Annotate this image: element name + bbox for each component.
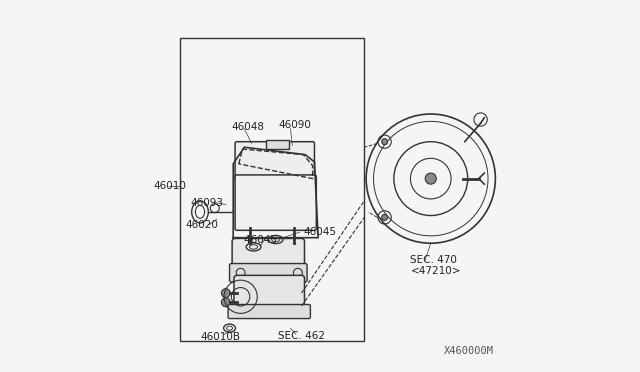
Circle shape xyxy=(381,139,388,145)
FancyBboxPatch shape xyxy=(232,238,305,274)
Bar xyxy=(266,140,289,149)
Text: <47210>: <47210> xyxy=(410,266,461,276)
Text: 46090: 46090 xyxy=(278,120,312,130)
Text: X460000M: X460000M xyxy=(444,346,493,356)
Circle shape xyxy=(221,298,230,307)
Text: 46093: 46093 xyxy=(190,198,223,208)
Text: 46045: 46045 xyxy=(244,234,280,244)
Text: 46045: 46045 xyxy=(303,227,337,237)
FancyBboxPatch shape xyxy=(228,305,310,318)
FancyBboxPatch shape xyxy=(235,175,316,230)
Circle shape xyxy=(381,214,388,220)
Text: SEC. 470: SEC. 470 xyxy=(410,255,458,265)
Text: SEC. 462: SEC. 462 xyxy=(278,331,324,340)
Text: 46010: 46010 xyxy=(154,181,187,191)
FancyBboxPatch shape xyxy=(230,263,307,282)
Text: 46048: 46048 xyxy=(232,122,264,132)
Circle shape xyxy=(425,173,436,184)
Text: 46010B: 46010B xyxy=(200,332,240,342)
FancyBboxPatch shape xyxy=(235,142,314,180)
Circle shape xyxy=(221,289,230,298)
FancyBboxPatch shape xyxy=(234,275,305,314)
Text: 46020: 46020 xyxy=(185,220,218,230)
Bar xyxy=(180,38,364,341)
